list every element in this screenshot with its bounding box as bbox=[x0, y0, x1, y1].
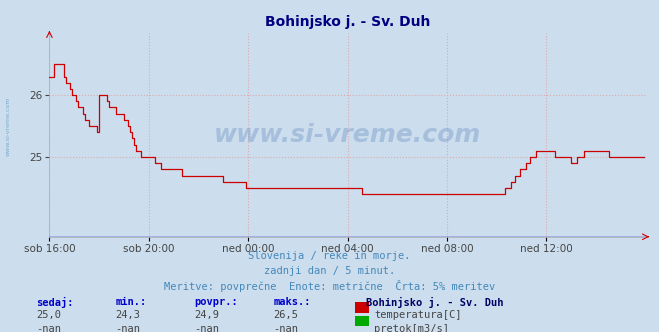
Title: Bohinjsko j. - Sv. Duh: Bohinjsko j. - Sv. Duh bbox=[265, 15, 430, 29]
Text: 25,0: 25,0 bbox=[36, 310, 61, 320]
Text: Meritve: povprečne  Enote: metrične  Črta: 5% meritev: Meritve: povprečne Enote: metrične Črta:… bbox=[164, 280, 495, 291]
Text: -nan: -nan bbox=[273, 324, 299, 332]
Text: -nan: -nan bbox=[36, 324, 61, 332]
Text: pretok[m3/s]: pretok[m3/s] bbox=[374, 324, 449, 332]
Text: Bohinjsko j. - Sv. Duh: Bohinjsko j. - Sv. Duh bbox=[366, 297, 503, 308]
Text: -nan: -nan bbox=[194, 324, 219, 332]
Text: sedaj:: sedaj: bbox=[36, 297, 74, 308]
Text: -nan: -nan bbox=[115, 324, 140, 332]
Text: 26,5: 26,5 bbox=[273, 310, 299, 320]
Text: temperatura[C]: temperatura[C] bbox=[374, 310, 462, 320]
Text: www.si-vreme.com: www.si-vreme.com bbox=[214, 123, 481, 147]
Text: maks.:: maks.: bbox=[273, 297, 311, 307]
Text: min.:: min.: bbox=[115, 297, 146, 307]
Text: www.si-vreme.com: www.si-vreme.com bbox=[5, 96, 11, 156]
Text: 24,9: 24,9 bbox=[194, 310, 219, 320]
Text: Slovenija / reke in morje.: Slovenija / reke in morje. bbox=[248, 251, 411, 261]
Text: povpr.:: povpr.: bbox=[194, 297, 238, 307]
Text: 24,3: 24,3 bbox=[115, 310, 140, 320]
Text: zadnji dan / 5 minut.: zadnji dan / 5 minut. bbox=[264, 266, 395, 276]
